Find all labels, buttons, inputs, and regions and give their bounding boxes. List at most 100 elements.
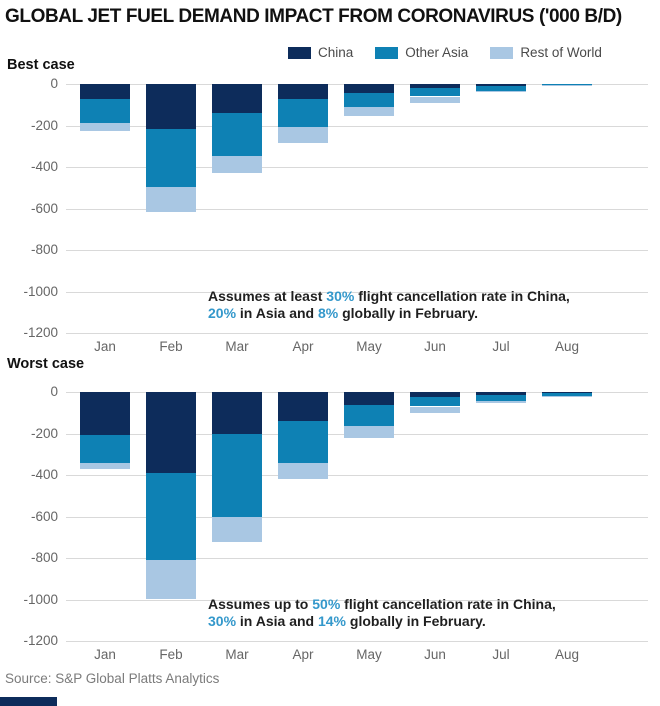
y-axis-tick-label: -200: [30, 425, 58, 441]
gridline: [66, 475, 648, 476]
bar-jan-other-asia: [80, 434, 130, 463]
x-axis-month-label: Jan: [94, 339, 116, 354]
bar-aug-china: [542, 392, 592, 393]
other-asia-swatch-icon: [375, 46, 399, 59]
x-axis-month-label: May: [356, 647, 382, 662]
x-axis-month-label: Jul: [492, 647, 510, 662]
bar-may-china: [344, 392, 394, 405]
bar-jul-other-asia: [476, 86, 526, 92]
x-axis-month-label: Jan: [94, 647, 116, 662]
assumption-text: globally in February.: [346, 613, 486, 629]
y-axis-tick-label: -1200: [23, 325, 58, 340]
legend: China Other Asia Rest of World: [288, 45, 602, 60]
bar-mar-china: [212, 392, 262, 434]
bar-apr-china: [278, 84, 328, 99]
bar-feb-china: [146, 84, 196, 129]
y-axis-tick-label: -200: [30, 117, 58, 133]
bar-jun-other-asia: [410, 88, 460, 97]
bar-apr-china: [278, 392, 328, 422]
x-axis-month-label: Apr: [292, 339, 314, 354]
assumption-text: globally in February.: [338, 305, 478, 321]
assumption-text: Assumes up to: [208, 596, 313, 612]
bar-apr-other-asia: [278, 421, 328, 463]
bar-jul-other-asia: [476, 395, 526, 402]
bar-jun-china: [410, 392, 460, 398]
assumption-text: in Asia and: [236, 305, 318, 321]
bar-jun-china: [410, 84, 460, 89]
legend-item-rest-of-world: Rest of World: [490, 45, 602, 60]
y-axis-tick-label: -400: [30, 467, 58, 482]
y-axis-tick-label: 0: [50, 384, 58, 399]
x-axis-month-label: Feb: [159, 339, 183, 354]
best-case-title: Best case: [7, 57, 75, 73]
y-axis-tick-label: -1000: [23, 283, 58, 299]
bar-feb-rest-of-world: [146, 560, 196, 600]
bar-apr-rest-of-world: [278, 126, 328, 144]
x-axis-month-label: Aug: [554, 339, 580, 354]
bar-aug-rest-of-world: [542, 85, 592, 86]
bar-jan-china: [80, 392, 130, 435]
bar-feb-other-asia: [146, 128, 196, 187]
assumption-text: flight cancellation rate in China,: [340, 596, 556, 612]
rest-of-world-swatch-icon: [490, 46, 514, 59]
x-axis-month-label: Jun: [424, 339, 446, 354]
legend-item-china: China: [288, 45, 353, 60]
y-axis-tick-label: -600: [30, 200, 58, 216]
legend-item-other-asia: Other Asia: [375, 45, 468, 60]
assumption-percentage: 30%: [326, 288, 355, 304]
bar-mar-rest-of-world: [212, 155, 262, 174]
assumption-percentage: 14%: [317, 613, 347, 629]
bar-apr-rest-of-world: [278, 462, 328, 480]
bar-jun-rest-of-world: [410, 96, 460, 103]
best-case-chart: 0 -200 -400 -600 -800 -1000 -1200 Jan Feb Mar Apr M…: [0, 76, 660, 356]
x-axis-month-label: Jul: [492, 339, 510, 354]
y-axis-tick-label: -600: [30, 508, 58, 524]
bar-may-rest-of-world: [344, 426, 394, 438]
y-axis-tick-label: -1200: [23, 633, 58, 648]
bar-aug-other-asia: [542, 393, 592, 397]
assumption-note: Assumes at least 30% flight cancellation…: [208, 288, 570, 322]
bar-mar-rest-of-world: [212, 516, 262, 543]
assumption-percentage: 8%: [317, 305, 339, 321]
worst-case-chart: 0 -200 -400 -600 -800 -1000 -1200 Jan Feb Mar Apr M…: [0, 384, 660, 664]
bar-jan-other-asia: [80, 98, 130, 124]
source-attribution: Source: S&P Global Platts Analytics: [5, 671, 220, 686]
assumption-text: flight cancellation rate in China,: [354, 288, 570, 304]
gridline: [66, 558, 648, 559]
bar-may-other-asia: [344, 404, 394, 427]
assumption-note: Assumes up to 50% flight cancellation ra…: [208, 596, 556, 630]
gridline: [66, 333, 648, 334]
gridline: [66, 208, 648, 210]
gridline: [66, 516, 648, 518]
gridline: [66, 291, 648, 293]
gridline: [66, 167, 648, 168]
chart-title: GLOBAL JET FUEL DEMAND IMPACT FROM CORON…: [5, 6, 622, 27]
bar-jul-china: [476, 84, 526, 87]
bar-mar-china: [212, 84, 262, 114]
x-axis-month-label: May: [356, 339, 382, 354]
x-axis-month-label: Feb: [159, 647, 183, 662]
bar-jul-rest-of-world: [476, 401, 526, 404]
assumption-percentage: 20%: [208, 305, 237, 321]
platts-logo-bar: [0, 697, 57, 706]
x-axis-month-label: Mar: [225, 339, 249, 354]
bar-jan-rest-of-world: [80, 462, 130, 469]
assumption-text: Assumes at least: [208, 288, 327, 304]
gridline: [66, 641, 648, 642]
assumption-percentage: 30%: [208, 613, 237, 629]
legend-label: Other Asia: [405, 45, 469, 60]
bar-jul-rest-of-world: [476, 91, 526, 93]
y-axis-tick-label: -400: [30, 159, 58, 174]
bar-may-rest-of-world: [344, 106, 394, 117]
y-axis-tick-label: -800: [30, 242, 58, 257]
legend-label: China: [318, 45, 354, 60]
bar-jun-rest-of-world: [410, 406, 460, 413]
bar-jan-rest-of-world: [80, 123, 130, 131]
x-axis-month-label: Jun: [424, 647, 446, 662]
x-axis-month-label: Aug: [554, 647, 580, 662]
bar-mar-other-asia: [212, 113, 262, 156]
bar-jun-other-asia: [410, 397, 460, 407]
gridline: [66, 250, 648, 251]
gridline: [66, 599, 648, 601]
bar-may-other-asia: [344, 93, 394, 107]
